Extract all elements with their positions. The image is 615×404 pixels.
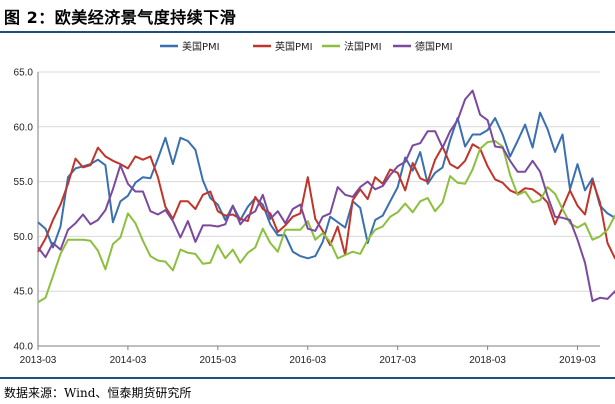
series-line-法国PMI: [37, 140, 615, 304]
y-tick-label: 55.0: [14, 177, 34, 188]
y-tick-label: 45.0: [14, 287, 34, 298]
legend-label: 英国PMI: [275, 40, 313, 53]
data-source-note: 数据来源：Wind、恒泰期货研究所: [4, 386, 192, 400]
series-lines: [37, 89, 615, 304]
series-line-美国PMI: [37, 111, 615, 260]
y-tick-label: 65.0: [14, 68, 34, 79]
y-gridlines: [38, 71, 600, 292]
x-tick-label: 2015-03: [199, 355, 236, 366]
y-tick-label: 60.0: [14, 122, 34, 133]
x-tick-label: 2017-03: [379, 355, 416, 366]
y-tick-label: 40.0: [14, 342, 34, 353]
figure-title-bar: 图 2：欧美经济景气度持续下滑: [0, 0, 615, 31]
chart-legend: 美国PMI 英国PMI 法国PMI 德国PMI: [160, 40, 453, 53]
figure-title: 图 2：欧美经济景气度持续下滑: [4, 8, 237, 27]
series-line-德国PMI: [37, 89, 615, 303]
y-tick-label: 50.0: [14, 232, 34, 243]
series-line-英国PMI: [37, 143, 615, 260]
legend-label: 德国PMI: [415, 40, 453, 53]
legend-label: 法国PMI: [344, 40, 382, 53]
x-tick-labels: 2013-03 2014-03 2015-03 2016-03 2017-03 2018-…: [20, 355, 597, 366]
legend-label: 美国PMI: [182, 40, 220, 53]
footer-divider: [0, 377, 615, 379]
x-tick-label: 2019-03: [559, 355, 596, 366]
pmi-line-chart: 40.045.050.055.060.065.0 2013-03 2014-03 2…: [14, 40, 615, 366]
x-tick-label: 2014-03: [110, 355, 147, 366]
x-tick-label: 2013-03: [20, 355, 57, 366]
chart-axes: [37, 72, 600, 350]
title-divider: [0, 31, 615, 33]
y-tick-labels: 40.0 45.0 50.0 55.0 60.0 65.0: [14, 68, 34, 353]
x-tick-label: 2016-03: [289, 355, 326, 366]
x-tick-label: 2018-03: [469, 355, 506, 366]
